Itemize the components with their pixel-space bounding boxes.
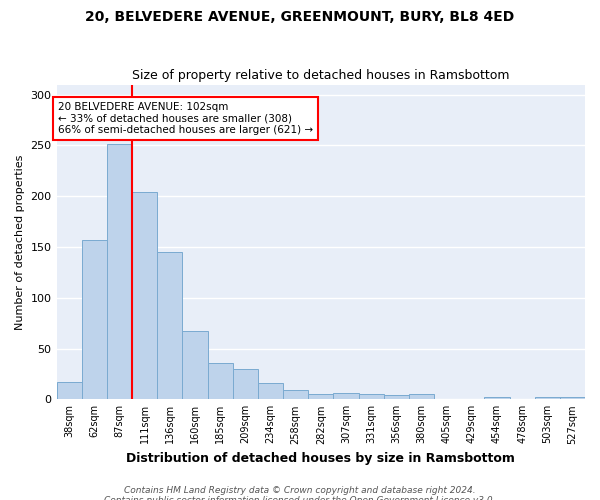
Text: Contains HM Land Registry data © Crown copyright and database right 2024.: Contains HM Land Registry data © Crown c…	[124, 486, 476, 495]
Bar	[182, 332, 208, 400]
Y-axis label: Number of detached properties: Number of detached properties	[15, 154, 25, 330]
Bar	[82, 240, 107, 400]
Bar	[258, 383, 283, 400]
Text: Contains public sector information licensed under the Open Government Licence v3: Contains public sector information licen…	[104, 496, 496, 500]
Bar	[334, 393, 359, 400]
Title: Size of property relative to detached houses in Ramsbottom: Size of property relative to detached ho…	[132, 69, 509, 82]
Text: 20 BELVEDERE AVENUE: 102sqm
← 33% of detached houses are smaller (308)
66% of se: 20 BELVEDERE AVENUE: 102sqm ← 33% of det…	[58, 102, 313, 135]
Bar	[132, 192, 157, 400]
Bar	[484, 398, 509, 400]
Bar	[535, 398, 560, 400]
Bar	[409, 394, 434, 400]
Text: 20, BELVEDERE AVENUE, GREENMOUNT, BURY, BL8 4ED: 20, BELVEDERE AVENUE, GREENMOUNT, BURY, …	[85, 10, 515, 24]
Bar	[208, 363, 233, 400]
Bar	[157, 252, 182, 400]
Bar	[560, 398, 585, 400]
Bar	[383, 395, 409, 400]
Bar	[308, 394, 334, 400]
Bar	[107, 144, 132, 400]
Bar	[56, 382, 82, 400]
Bar	[359, 394, 383, 400]
Bar	[283, 390, 308, 400]
Bar	[233, 369, 258, 400]
X-axis label: Distribution of detached houses by size in Ramsbottom: Distribution of detached houses by size …	[127, 452, 515, 465]
